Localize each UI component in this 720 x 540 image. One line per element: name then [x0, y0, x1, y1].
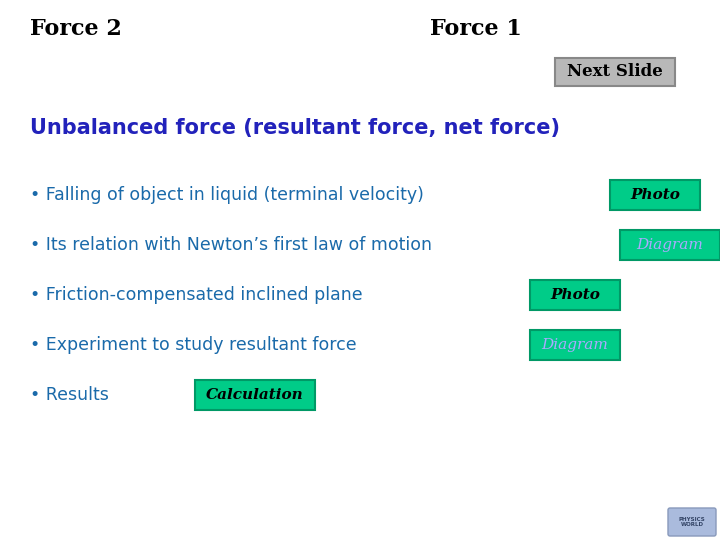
FancyBboxPatch shape	[195, 380, 315, 410]
FancyBboxPatch shape	[610, 180, 700, 210]
FancyBboxPatch shape	[668, 508, 716, 536]
FancyBboxPatch shape	[530, 280, 620, 310]
Text: • Falling of object in liquid (terminal velocity): • Falling of object in liquid (terminal …	[30, 186, 424, 204]
Text: • Experiment to study resultant force: • Experiment to study resultant force	[30, 336, 356, 354]
Text: Force 1: Force 1	[430, 18, 522, 40]
FancyBboxPatch shape	[620, 230, 720, 260]
Text: • Friction-compensated inclined plane: • Friction-compensated inclined plane	[30, 286, 363, 304]
Text: • Its relation with Newton’s first law of motion: • Its relation with Newton’s first law o…	[30, 236, 432, 254]
Text: Next Slide: Next Slide	[567, 64, 663, 80]
Text: Unbalanced force (resultant force, net force): Unbalanced force (resultant force, net f…	[30, 118, 560, 138]
Text: Photo: Photo	[550, 288, 600, 302]
Text: Diagram: Diagram	[636, 238, 703, 252]
Text: • Results: • Results	[30, 386, 109, 404]
Text: Diagram: Diagram	[541, 338, 608, 352]
FancyBboxPatch shape	[555, 58, 675, 86]
Text: Photo: Photo	[630, 188, 680, 202]
Text: PHYSICS
WORLD: PHYSICS WORLD	[679, 517, 706, 528]
Text: Calculation: Calculation	[206, 388, 304, 402]
Text: Force 2: Force 2	[30, 18, 122, 40]
FancyBboxPatch shape	[530, 330, 620, 360]
